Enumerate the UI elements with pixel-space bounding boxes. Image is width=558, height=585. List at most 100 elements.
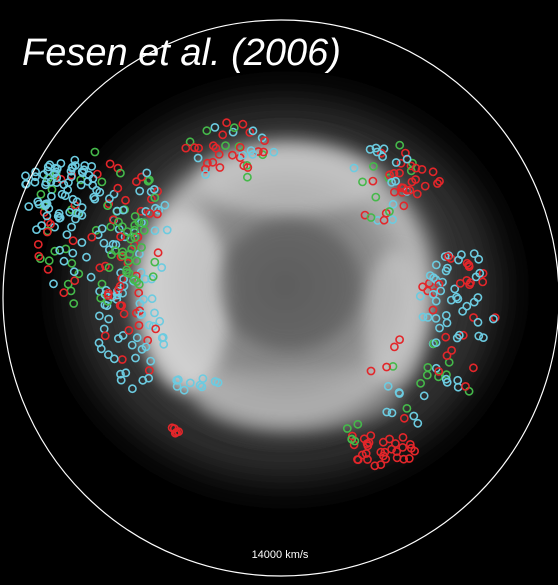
- knot-marker: [462, 301, 472, 311]
- knot-marker: [117, 222, 127, 231]
- knot-marker: [43, 264, 53, 274]
- knot-marker: [113, 163, 123, 173]
- knot-marker: [113, 183, 123, 193]
- knot-marker: [464, 260, 474, 270]
- knot-marker: [47, 191, 56, 201]
- knot-marker: [54, 213, 64, 223]
- knot-marker: [68, 194, 78, 204]
- knot-marker: [215, 163, 225, 172]
- knot-marker: [142, 168, 152, 178]
- knot-marker: [380, 447, 390, 457]
- knot-marker: [116, 232, 125, 242]
- knot-marker: [474, 331, 484, 341]
- knot-marker: [435, 176, 444, 186]
- knot-marker: [243, 163, 253, 172]
- knot-marker: [69, 299, 79, 308]
- knot-marker: [21, 171, 30, 181]
- knot-marker: [126, 234, 136, 244]
- knot-marker: [137, 172, 146, 182]
- knot-marker: [167, 423, 177, 433]
- knot-marker: [462, 275, 472, 285]
- knot-marker: [385, 434, 394, 444]
- knot-marker: [74, 209, 84, 218]
- knot-marker: [376, 447, 386, 457]
- knot-marker: [70, 276, 80, 286]
- knot-marker: [409, 411, 419, 421]
- knot-marker: [395, 168, 404, 178]
- knot-marker: [116, 375, 126, 385]
- knot-marker: [63, 279, 73, 289]
- knot-marker: [152, 209, 162, 219]
- knot-marker: [260, 136, 269, 145]
- knot-marker: [365, 144, 375, 154]
- knot-marker: [115, 301, 125, 310]
- knot-marker: [469, 313, 478, 322]
- knot-marker: [418, 312, 428, 322]
- knot-marker: [406, 443, 416, 453]
- knot-marker: [140, 274, 150, 284]
- knot-marker: [43, 162, 53, 172]
- knot-marker: [104, 350, 113, 359]
- knot-marker: [473, 317, 483, 327]
- knot-marker: [173, 375, 183, 385]
- knot-marker: [442, 377, 452, 387]
- knot-marker: [391, 176, 400, 186]
- knot-marker: [104, 314, 114, 324]
- knot-marker: [368, 161, 378, 171]
- knot-marker: [210, 123, 220, 132]
- knot-marker: [77, 167, 87, 176]
- knot-marker: [456, 250, 466, 260]
- knot-marker: [91, 225, 101, 235]
- knot-marker: [157, 263, 167, 272]
- knot-marker: [87, 232, 97, 242]
- knot-marker: [441, 332, 451, 342]
- knot-marker: [33, 239, 43, 249]
- knot-markers: [21, 118, 500, 471]
- knot-marker: [389, 168, 399, 178]
- knot-marker: [442, 351, 452, 360]
- knot-marker: [96, 344, 106, 354]
- knot-marker: [413, 418, 423, 428]
- knot-marker: [405, 439, 415, 449]
- knot-marker: [388, 215, 397, 224]
- knot-marker: [371, 192, 381, 202]
- knot-marker: [105, 194, 114, 204]
- knot-marker: [368, 176, 378, 186]
- knot-marker: [400, 148, 410, 158]
- knot-marker: [342, 424, 352, 433]
- knot-marker: [398, 442, 408, 452]
- knot-marker: [66, 172, 76, 182]
- knot-marker: [86, 272, 96, 282]
- knot-marker: [363, 441, 373, 451]
- knot-marker: [185, 137, 195, 147]
- knot-marker: [392, 447, 402, 456]
- knot-marker: [469, 297, 479, 307]
- knot-marker: [208, 157, 218, 167]
- knot-marker: [147, 294, 157, 304]
- knot-marker: [76, 180, 86, 190]
- knot-marker: [385, 170, 394, 180]
- nebula: [70, 100, 500, 480]
- knot-marker: [100, 331, 110, 341]
- knot-marker: [434, 366, 444, 376]
- knot-marker: [139, 294, 148, 304]
- knot-marker: [383, 381, 393, 391]
- knot-marker: [468, 363, 478, 373]
- knot-marker: [395, 335, 404, 344]
- knot-marker: [41, 180, 50, 190]
- knot-marker: [242, 172, 252, 182]
- knot-marker: [193, 153, 203, 163]
- knot-marker: [134, 288, 144, 298]
- knot-marker: [382, 362, 391, 372]
- knot-marker: [416, 378, 425, 388]
- knot-marker: [36, 189, 46, 199]
- knot-marker: [235, 153, 245, 163]
- knot-marker: [44, 256, 54, 266]
- knot-marker: [37, 221, 46, 230]
- knot-marker: [447, 345, 456, 355]
- knot-marker: [259, 147, 268, 157]
- knot-marker: [99, 238, 109, 248]
- knot-marker: [428, 305, 438, 315]
- knot-marker: [24, 202, 34, 211]
